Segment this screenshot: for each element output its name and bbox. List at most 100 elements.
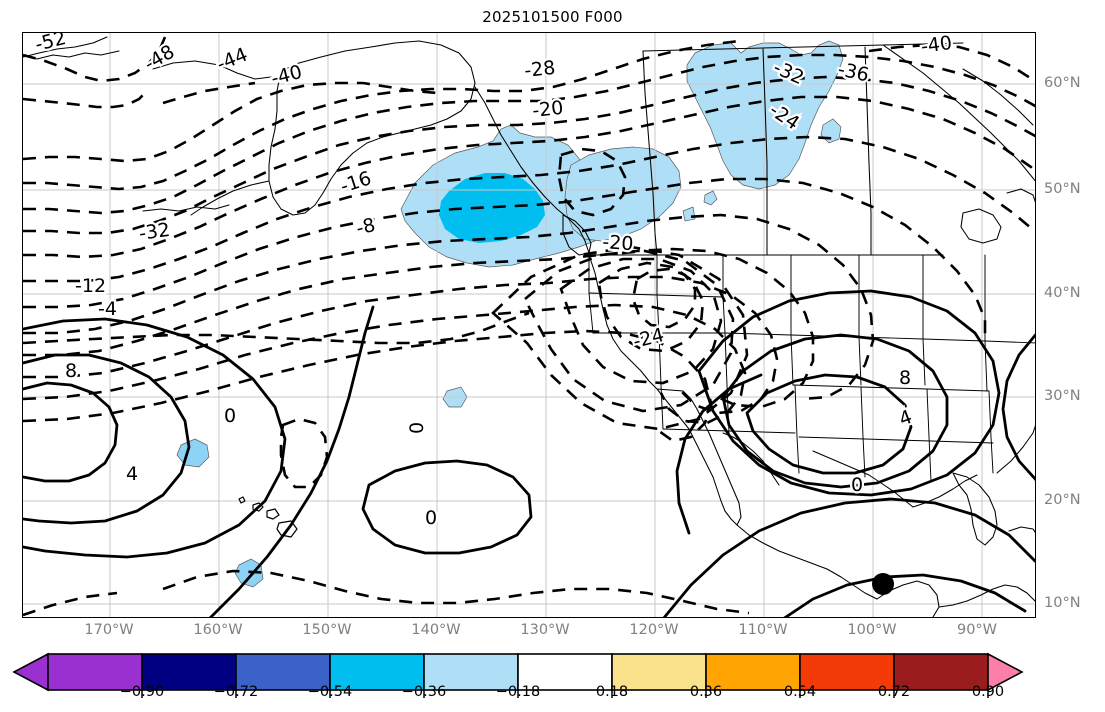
contour-8-us (745, 373, 913, 475)
colorbar-tick-label-7: 0.54 (783, 684, 817, 700)
colorbar-tick-label-1: −0.72 (213, 684, 259, 700)
contour-8-left (23, 381, 119, 483)
contour--40 (23, 53, 1035, 215)
contour-label: 0 (851, 474, 863, 496)
contour--4-b (23, 329, 713, 443)
colorbar-cell-2 (235, 653, 331, 691)
shade-band-tiny-coast (703, 190, 718, 206)
colorbar-tick-label-0: −0.90 (119, 684, 165, 700)
contours-negative-dashed (23, 36, 1035, 617)
border-canada-north-1 (642, 42, 964, 52)
lon-tick-label-160w: 160°W (193, 622, 243, 638)
coastline-florida (952, 472, 998, 546)
contour-label: -40 (920, 33, 954, 58)
contour-label: -24 (631, 324, 666, 353)
lon-tick-label-110w: 110°W (738, 622, 788, 638)
coastline-gulf-texas (812, 450, 914, 508)
lat-tick-label-50n: 50°N (1044, 181, 1081, 197)
colorbar-tick-label-6: 0.36 (689, 684, 723, 700)
contour-0-left (23, 317, 287, 559)
station-marker-dot (872, 573, 894, 595)
coastline-us-gulf-north (912, 474, 978, 508)
lat-tick-label-10n: 10°N (1044, 595, 1081, 611)
coastline-bc-panhandle (474, 86, 590, 254)
contour--4-south (162, 569, 750, 615)
colorbar-ticks (141, 690, 989, 698)
contour-label: -52 (33, 33, 68, 56)
contour-label: -12 (75, 275, 106, 297)
lon-tick-label-150w: 150°W (302, 622, 352, 638)
contour-label: -32 (138, 219, 172, 245)
coastline-mexico-mainland (736, 524, 878, 600)
contour--4-closed-hawaii (279, 417, 329, 489)
shade-band-small-interior-patch (682, 206, 696, 222)
contour--24-cal-c (559, 257, 723, 385)
colorbar-tick-label-3: −0.36 (401, 684, 447, 700)
contour--20 (23, 213, 875, 401)
contour-label: 4 (896, 406, 915, 431)
contour-0-oval (361, 459, 533, 555)
colorbar-extend-max (987, 652, 1024, 692)
lat-tick-label-60n: 60°N (1044, 75, 1081, 91)
coastline-siberia (23, 36, 108, 58)
colorbar-tick-label-9: 0.90 (971, 684, 1005, 700)
chart-title: 2025101500 F000 (482, 8, 623, 26)
contour--52-b (23, 90, 148, 109)
contour--24-cal-d (523, 249, 735, 413)
contour-label: 0 (406, 422, 428, 434)
contour-4-us (721, 333, 949, 489)
colorbar-tick-label-4: −0.18 (495, 684, 541, 700)
contour--8 (23, 303, 747, 425)
lon-tick-label-90w: 90°W (956, 622, 998, 638)
colorbar-svg (12, 652, 1024, 698)
coastline-alaska (268, 40, 476, 216)
colorbar-cell-5 (517, 653, 613, 691)
lat-tick-label-30n: 30°N (1044, 388, 1081, 404)
contour--32 (23, 95, 1035, 259)
colorbar-cell-0 (47, 653, 143, 691)
lon-tick-label-130w: 130°W (520, 622, 570, 638)
border-canada-hudson (962, 68, 1034, 126)
colorbar-cell-1 (141, 653, 237, 691)
colorbar-extend-min (12, 652, 49, 692)
colorbar-cell-3 (329, 653, 425, 691)
border-prov-bc-ab (642, 50, 658, 256)
contour--40-ne (868, 43, 1035, 83)
colorbar (0, 650, 1105, 712)
contour--44 (23, 39, 740, 191)
lon-tick-label-100w: 100°W (847, 622, 897, 638)
colorbar-tick-label-8: 0.72 (877, 684, 911, 700)
lon-tick-label-120w: 120°W (629, 622, 679, 638)
contour-label: 0 (425, 507, 437, 529)
contour--12 (23, 275, 779, 415)
contour-0-us (697, 289, 1001, 497)
contour-label: 8 (65, 360, 77, 382)
contour--24 (23, 177, 987, 339)
contour--48-b (162, 81, 256, 105)
coastline-us-west (588, 254, 658, 390)
map-contour-svg: -52 -48 -44 -40 -28 -20 -32 -36 -40 -24 … (23, 33, 1035, 617)
contour-0-outer-gulf (662, 497, 1035, 617)
contour-label: -20 (531, 97, 564, 122)
contour--36 (23, 75, 1035, 235)
lat-tick-label-20n: 20°N (1044, 492, 1081, 508)
contour-label: -20 (602, 231, 635, 255)
map-plot-area: -52 -48 -44 -40 -28 -20 -32 -36 -40 -24 … (22, 32, 1036, 618)
contour--48 (23, 81, 438, 163)
coastline-bering (152, 60, 272, 80)
contour-4-atlantic (1001, 333, 1035, 481)
colorbar-tick-label-5: 0.18 (595, 684, 629, 700)
contour-0-camerica (783, 573, 1027, 617)
contour--16 (23, 247, 815, 409)
contour-0-central (209, 305, 375, 617)
contour-label: 4 (126, 463, 138, 485)
contour-4-left (23, 353, 191, 525)
colorbar-cell-7 (705, 653, 801, 691)
lon-tick-label-140w: 140°W (411, 622, 461, 638)
coastline-aleutians-chain (142, 204, 230, 212)
border-prov-ab-sk (762, 48, 768, 256)
contour--28 (23, 135, 1035, 283)
contour-label: -28 (523, 57, 556, 82)
colorbar-swatches (12, 652, 1024, 692)
coastline-hawaii (238, 496, 298, 538)
